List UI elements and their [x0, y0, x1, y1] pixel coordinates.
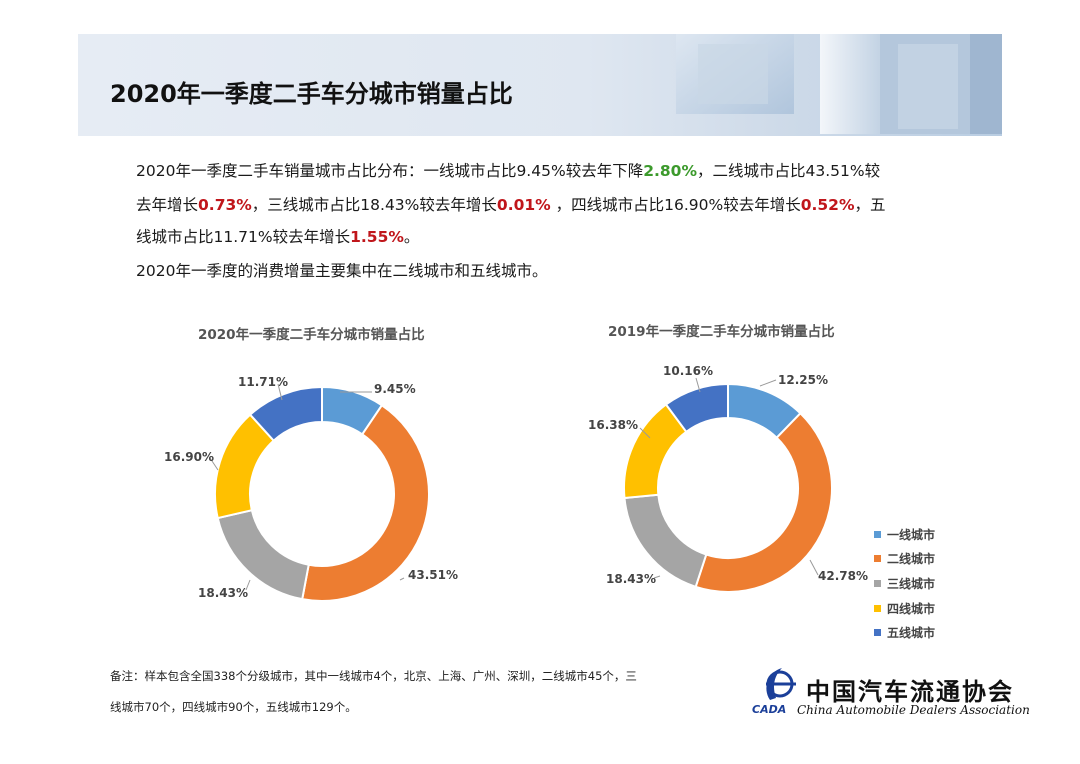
footnote-line-1: 备注：样本包含全国338个分级城市，其中一线城市4个，北京、上海、广州、深圳，二…: [110, 669, 637, 683]
chart-2019-label-tier1: 12.25%: [778, 373, 828, 387]
chart-2020-slice-tier4: [214, 413, 276, 520]
logo-abbreviation: CADA: [752, 703, 787, 716]
legend-item-tier4: 四线城市: [874, 596, 935, 621]
legend-swatch: [874, 579, 881, 587]
page-title: 2020年一季度二手车分城市销量占比: [110, 80, 513, 108]
chart-2020-label-tier4: 16.90%: [164, 450, 214, 464]
summary-line-3: 线城市占比11.71%较去年增长1.55%。: [136, 220, 986, 254]
chart-2019-label-tier4: 16.38%: [588, 418, 638, 432]
tier4-change-highlight: 0.52%: [800, 196, 855, 214]
chart-2019-title: 2019年一季度二手车分城市销量占比: [608, 324, 835, 340]
chart-2020-slice-tier5: [248, 385, 323, 443]
summary-text: 2020年一季度二手车销量城市占比分布：一线城市占比9.45%较去年下降: [136, 162, 644, 180]
tier1-change-highlight: 2.80%: [643, 162, 697, 180]
legend-swatch: [874, 555, 881, 563]
tier5-change-highlight: 1.55%: [350, 228, 404, 246]
summary-line-2: 去年增长0.73%，三线城市占比18.43%较去年增长0.01% ，四线城市占比…: [136, 188, 986, 222]
tier3-change-highlight: 0.01%: [496, 196, 551, 214]
summary-text: 。: [403, 228, 420, 246]
chart-2019-leader-tier1: [759, 379, 777, 387]
logo-name-en: China Automobile Dealers Association: [797, 703, 1030, 717]
summary-line-1: 2020年一季度二手车销量城市占比分布：一线城市占比9.45%较去年下降2.80…: [136, 154, 986, 188]
legend-swatch: [874, 530, 881, 538]
chart-legend: 一线城市 二线城市 三线城市 四线城市 五线城市: [874, 522, 935, 645]
chart-2020-slice-tier1: [321, 385, 384, 436]
chart-2019-slice-tier2: [694, 411, 833, 593]
legend-label: 五线城市: [887, 626, 936, 641]
legend-label: 二线城市: [887, 552, 936, 567]
legend-swatch: [874, 604, 881, 612]
summary-text: 线城市占比11.71%较去年增长: [136, 228, 351, 246]
chart-2019-label-tier5: 10.16%: [663, 364, 713, 378]
chart-2019-leader-tier4: [639, 427, 651, 439]
header-cubes-decoration: [676, 34, 1002, 134]
tier2-change-highlight: 0.73%: [198, 196, 252, 214]
summary-line-4: 2020年一季度的消费增量主要集中在二线城市和五线城市。: [136, 262, 548, 280]
legend-item-tier1: 一线城市: [874, 522, 935, 547]
cada-logo-icon: [766, 668, 796, 700]
chart-2020-leader-tier2: [399, 577, 405, 581]
chart-2019-leader-tier2: [809, 559, 819, 576]
chart-2020-label-tier1: 9.45%: [374, 382, 416, 396]
legend-item-tier3: 三线城市: [874, 571, 935, 596]
chart-2020-label-tier2: 43.51%: [408, 568, 458, 582]
footnote-line-2: 线城市70个，四线城市90个，五线城市129个。: [110, 700, 357, 714]
legend-item-tier2: 二线城市: [874, 547, 935, 572]
chart-2019-slice-tier1: [727, 382, 802, 440]
summary-text: 去年增长: [136, 196, 199, 214]
chart-2020-title: 2020年一季度二手车分城市销量占比: [198, 327, 425, 343]
chart-2019-label-tier2: 42.78%: [818, 569, 868, 583]
header-banner: 2020年一季度二手车分城市销量占比: [78, 34, 1002, 136]
chart-2020-label-tier5: 11.71%: [238, 375, 288, 389]
legend-label: 三线城市: [887, 576, 936, 591]
chart-2019-leader-tier5: [695, 377, 701, 393]
summary-text: ，二线城市占比43.51%较: [696, 162, 881, 180]
legend-swatch: [874, 629, 881, 637]
chart-2019-slice-tier5: [664, 382, 729, 434]
logo-name-cn: 中国汽车流通协会: [806, 677, 1014, 706]
summary-text: ，三线城市占比18.43%较去年增长: [251, 196, 497, 214]
legend-label: 四线城市: [887, 601, 936, 616]
summary-text: ，四线城市占比16.90%较去年增长: [550, 196, 801, 214]
legend-item-tier5: 五线城市: [874, 620, 935, 645]
chart-2020-label-tier3: 18.43%: [198, 586, 248, 600]
legend-label: 一线城市: [887, 527, 936, 542]
summary-text: ，五: [854, 196, 886, 214]
chart-2019-label-tier3: 18.43%: [606, 572, 656, 586]
